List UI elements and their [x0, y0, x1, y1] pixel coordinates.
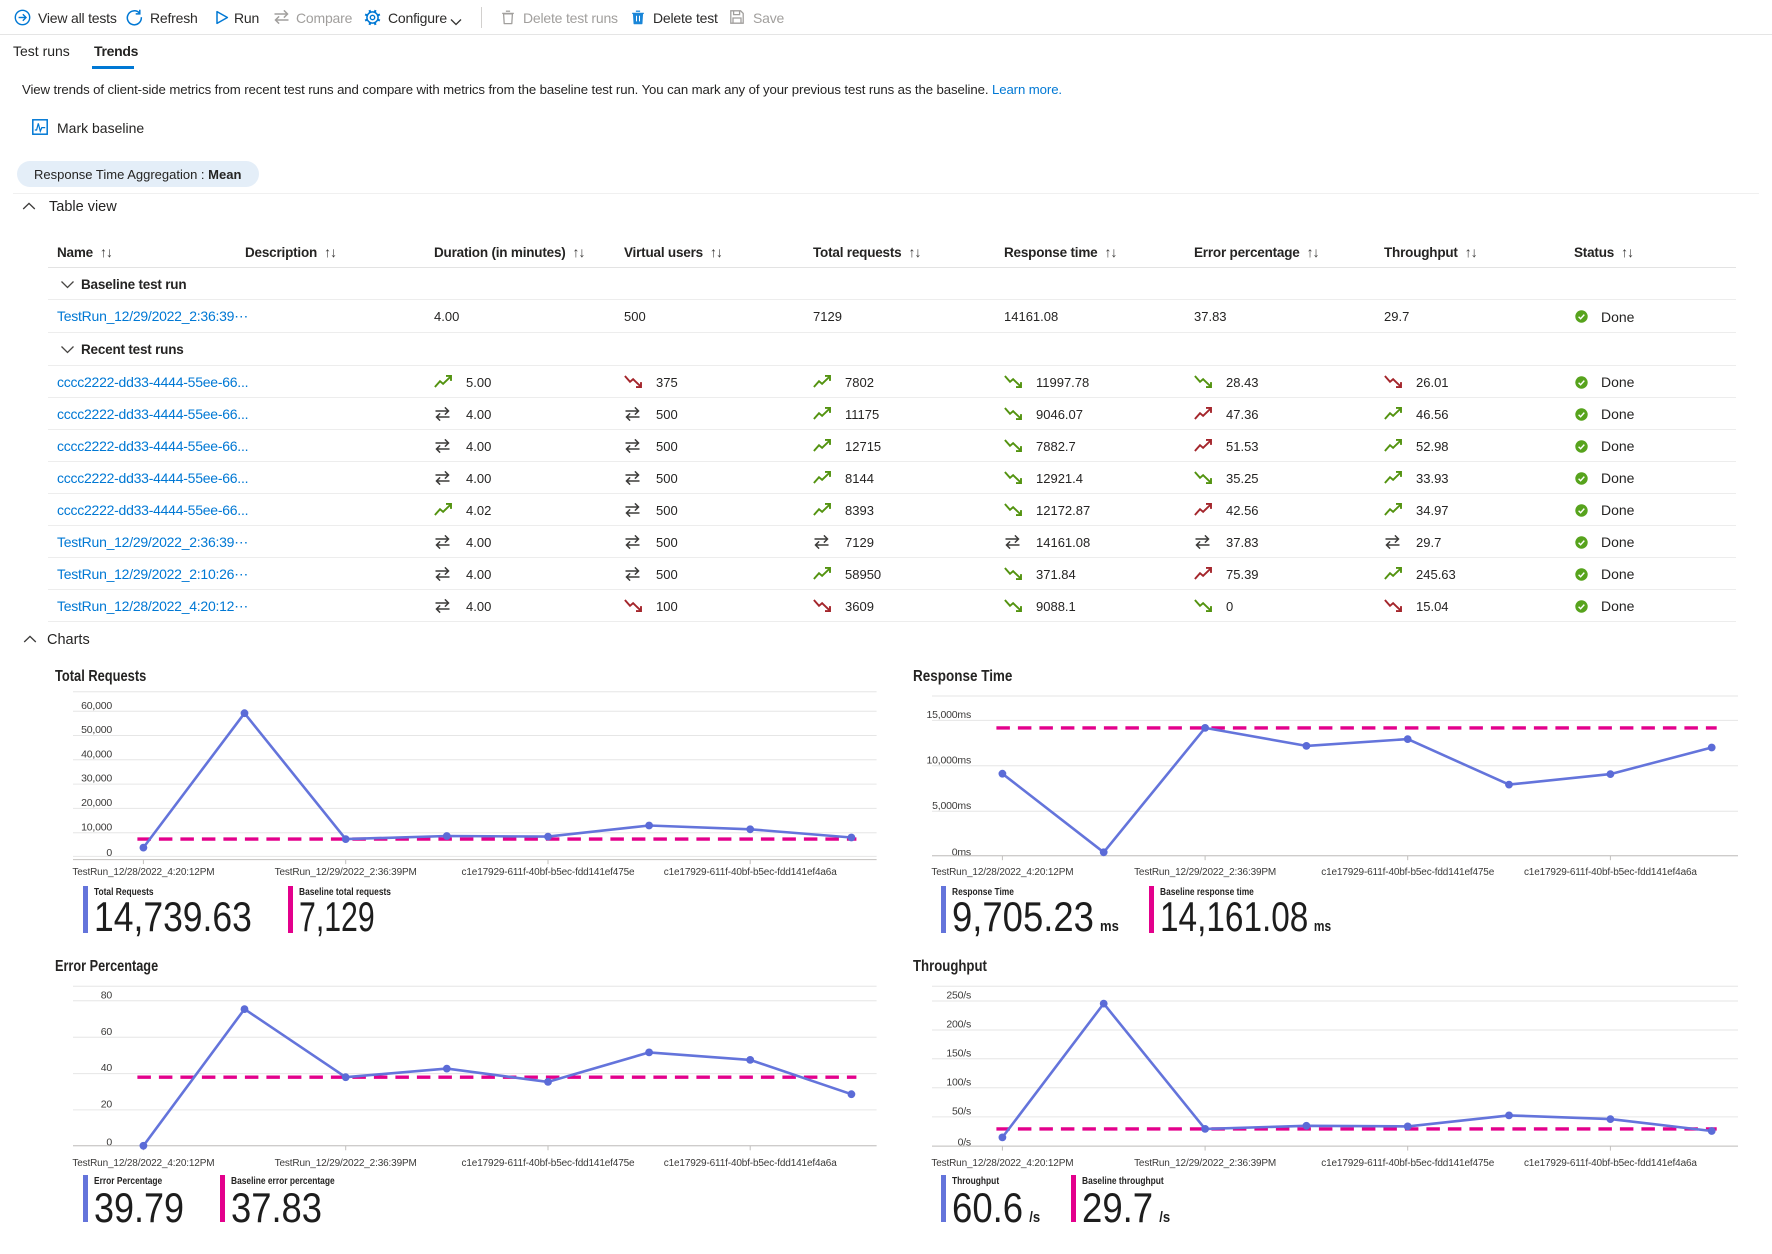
- svg-text:30,000: 30,000: [81, 773, 112, 785]
- svg-text:c1e17929-611f-40bf-b5ec-fdd141: c1e17929-611f-40bf-b5ec-fdd141ef4a6a: [1524, 1158, 1697, 1169]
- svg-text:0: 0: [106, 847, 112, 859]
- svg-text:c1e17929-611f-40bf-b5ec-fdd141: c1e17929-611f-40bf-b5ec-fdd141ef475e: [1321, 867, 1494, 878]
- svg-text:c1e17929-611f-40bf-b5ec-fdd141: c1e17929-611f-40bf-b5ec-fdd141ef475e: [462, 1158, 635, 1169]
- svg-text:200/s: 200/s: [946, 1019, 971, 1031]
- svg-text:15,000ms: 15,000ms: [926, 709, 971, 721]
- svg-text:10,000ms: 10,000ms: [926, 754, 971, 766]
- svg-text:c1e17929-611f-40bf-b5ec-fdd141: c1e17929-611f-40bf-b5ec-fdd141ef4a6a: [664, 1158, 837, 1169]
- svg-text:TestRun_12/29/2022_2:36:39PM: TestRun_12/29/2022_2:36:39PM: [275, 1158, 417, 1169]
- svg-text:150/s: 150/s: [946, 1047, 971, 1059]
- svg-text:20: 20: [101, 1099, 113, 1111]
- svg-text:TestRun_12/28/2022_4:20:12PM: TestRun_12/28/2022_4:20:12PM: [72, 867, 214, 878]
- svg-text:c1e17929-611f-40bf-b5ec-fdd141: c1e17929-611f-40bf-b5ec-fdd141ef4a6a: [664, 867, 837, 878]
- svg-text:5,000ms: 5,000ms: [932, 800, 971, 812]
- svg-text:0/s: 0/s: [958, 1137, 971, 1149]
- svg-text:40,000: 40,000: [81, 748, 112, 760]
- svg-text:20,000: 20,000: [81, 797, 112, 809]
- svg-text:0ms: 0ms: [952, 846, 971, 858]
- svg-text:80: 80: [101, 989, 113, 1001]
- svg-text:TestRun_12/28/2022_4:20:12PM: TestRun_12/28/2022_4:20:12PM: [72, 1158, 214, 1169]
- svg-text:100/s: 100/s: [946, 1076, 971, 1088]
- svg-text:TestRun_12/29/2022_2:36:39PM: TestRun_12/29/2022_2:36:39PM: [1134, 867, 1276, 878]
- svg-text:c1e17929-611f-40bf-b5ec-fdd141: c1e17929-611f-40bf-b5ec-fdd141ef4a6a: [1524, 867, 1697, 878]
- svg-text:TestRun_12/29/2022_2:36:39PM: TestRun_12/29/2022_2:36:39PM: [275, 867, 417, 878]
- svg-text:0: 0: [106, 1136, 112, 1148]
- svg-text:c1e17929-611f-40bf-b5ec-fdd141: c1e17929-611f-40bf-b5ec-fdd141ef475e: [1321, 1158, 1494, 1169]
- svg-text:40: 40: [101, 1062, 113, 1074]
- svg-text:10,000: 10,000: [81, 821, 112, 833]
- svg-text:60,000: 60,000: [81, 700, 112, 712]
- svg-text:c1e17929-611f-40bf-b5ec-fdd141: c1e17929-611f-40bf-b5ec-fdd141ef475e: [462, 867, 635, 878]
- svg-text:50,000: 50,000: [81, 724, 112, 736]
- svg-text:TestRun_12/28/2022_4:20:12PM: TestRun_12/28/2022_4:20:12PM: [931, 1158, 1073, 1169]
- svg-text:60: 60: [101, 1026, 113, 1038]
- svg-text:250/s: 250/s: [946, 990, 971, 1002]
- svg-text:50/s: 50/s: [952, 1106, 971, 1118]
- svg-text:TestRun_12/28/2022_4:20:12PM: TestRun_12/28/2022_4:20:12PM: [931, 867, 1073, 878]
- svg-text:TestRun_12/29/2022_2:36:39PM: TestRun_12/29/2022_2:36:39PM: [1134, 1158, 1276, 1169]
